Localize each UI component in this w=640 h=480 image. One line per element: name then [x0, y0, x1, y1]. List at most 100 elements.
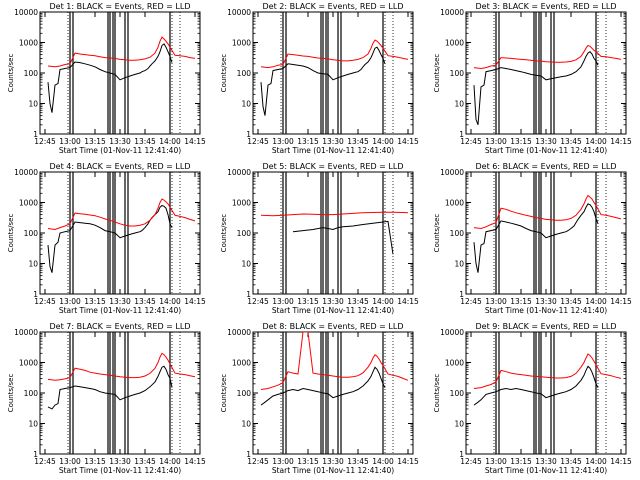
- x-tick-label: 13:30: [109, 297, 131, 306]
- detector-panel-1: Det 1: BLACK = Events, RED = LLD 1 10 100 10…: [7, 2, 206, 155]
- panel-title: Det 2: BLACK = Events, RED = LLD: [263, 2, 404, 11]
- plot-frame: [252, 171, 414, 295]
- panel-title: Det 3: BLACK = Events, RED = LLD: [476, 2, 617, 11]
- panel-title: Det 9: BLACK = Events, RED = LLD: [476, 322, 617, 331]
- y-tick-label: 10: [241, 260, 251, 269]
- y-tick-label: 100: [450, 229, 465, 238]
- y-tick-label: 1000: [232, 199, 251, 208]
- y-axis-label: Counts/sec: [7, 54, 15, 93]
- y-tick-label: 10000: [440, 8, 464, 17]
- x-tick-label: 13:30: [109, 457, 131, 466]
- x-tick-label: 14:00: [159, 457, 181, 466]
- y-axis-label: Counts/sec: [220, 54, 228, 93]
- detector-panel-3: Det 3: BLACK = Events, RED = LLD 1 10 100 10…: [433, 2, 632, 155]
- y-tick-label: 1: [459, 290, 464, 299]
- y-tick-label: 10: [28, 260, 38, 269]
- y-tick-label: 1000: [445, 199, 464, 208]
- x-axis-label: Start Time (01-Nov-11 12:41:40): [272, 146, 394, 155]
- y-tick-label: 1000: [19, 359, 38, 368]
- x-tick-label: 13:00: [485, 137, 507, 146]
- x-tick-label: 13:00: [59, 297, 81, 306]
- x-tick-label: 13:15: [510, 297, 532, 306]
- x-tick-label: 13:00: [272, 457, 294, 466]
- x-tick-label: 14:15: [184, 457, 206, 466]
- plot-frame: [465, 171, 627, 295]
- x-tick-label: 13:15: [510, 137, 532, 146]
- data-area: [473, 12, 622, 134]
- x-tick-label: 14:00: [585, 457, 607, 466]
- y-tick-label: 10: [28, 100, 38, 109]
- x-tick-label: 13:30: [535, 137, 557, 146]
- panel-title: Det 5: BLACK = Events, RED = LLD: [263, 162, 404, 171]
- y-tick-label: 10000: [440, 168, 464, 177]
- detector-panel-2: Det 2: BLACK = Events, RED = LLD 1 10 100 10…: [220, 2, 419, 155]
- events-series-line: [47, 204, 173, 273]
- y-tick-label: 100: [24, 69, 39, 78]
- events-series-line: [473, 51, 599, 125]
- detector-panel-6: Det 6: BLACK = Events, RED = LLD 1 10 100 10…: [433, 162, 632, 315]
- x-tick-label: 14:15: [397, 137, 419, 146]
- lld-series-line: [260, 332, 409, 390]
- data-area: [47, 332, 196, 454]
- x-tick-label: 13:15: [84, 297, 106, 306]
- y-axis-label: Counts/sec: [220, 214, 228, 253]
- y-tick-label: 1: [33, 290, 38, 299]
- x-axis-label: Start Time (01-Nov-11 12:41:40): [485, 466, 607, 475]
- y-tick-label: 10: [454, 260, 464, 269]
- x-tick-label: 13:15: [297, 297, 319, 306]
- x-tick-label: 12:45: [460, 457, 482, 466]
- x-axis-label: Start Time (01-Nov-11 12:41:40): [59, 466, 181, 475]
- x-tick-label: 13:45: [560, 457, 582, 466]
- y-tick-label: 10: [241, 420, 251, 429]
- lld-series-line: [260, 39, 409, 69]
- y-axis-label: Counts/sec: [220, 374, 228, 413]
- x-axis-label: Start Time (01-Nov-11 12:41:40): [59, 306, 181, 315]
- x-tick-label: 13:00: [59, 457, 81, 466]
- y-tick-label: 10000: [227, 168, 251, 177]
- data-area: [260, 12, 409, 134]
- y-tick-label: 1: [459, 450, 464, 459]
- y-tick-label: 1000: [19, 199, 38, 208]
- y-axis-label: Counts/sec: [7, 374, 15, 413]
- y-axis-label: Counts/sec: [433, 374, 441, 413]
- panel-title: Det 6: BLACK = Events, RED = LLD: [476, 162, 617, 171]
- events-series-line: [473, 365, 599, 406]
- lld-series-line: [473, 44, 622, 70]
- x-tick-label: 14:15: [610, 137, 632, 146]
- x-tick-label: 14:00: [585, 297, 607, 306]
- y-tick-label: 10: [28, 420, 38, 429]
- data-area: [260, 172, 409, 294]
- x-tick-label: 14:15: [184, 297, 206, 306]
- y-tick-label: 10000: [227, 8, 251, 17]
- y-tick-label: 1: [459, 130, 464, 139]
- plot-frame: [39, 331, 201, 455]
- y-tick-label: 100: [450, 389, 465, 398]
- y-tick-label: 100: [24, 389, 39, 398]
- y-tick-label: 1: [246, 130, 251, 139]
- x-tick-label: 13:45: [347, 297, 369, 306]
- detector-panel-5: Det 5: BLACK = Events, RED = LLD 1 10 100 10…: [220, 162, 419, 315]
- x-tick-label: 13:15: [510, 457, 532, 466]
- x-axis-label: Start Time (01-Nov-11 12:41:40): [59, 146, 181, 155]
- x-tick-label: 14:00: [159, 297, 181, 306]
- x-tick-label: 14:15: [610, 457, 632, 466]
- panel-title: Det 8: BLACK = Events, RED = LLD: [263, 322, 404, 331]
- y-tick-label: 100: [237, 229, 252, 238]
- x-tick-label: 13:15: [297, 137, 319, 146]
- events-series-line: [47, 365, 173, 410]
- x-tick-label: 13:45: [347, 137, 369, 146]
- x-tick-label: 13:30: [535, 457, 557, 466]
- x-tick-label: 13:00: [485, 457, 507, 466]
- data-area: [260, 332, 409, 454]
- x-tick-label: 12:45: [34, 137, 56, 146]
- y-tick-label: 100: [237, 69, 252, 78]
- x-tick-label: 12:45: [460, 297, 482, 306]
- y-tick-label: 1000: [232, 359, 251, 368]
- y-tick-label: 1000: [445, 359, 464, 368]
- y-tick-label: 1000: [19, 39, 38, 48]
- y-tick-label: 100: [24, 229, 39, 238]
- y-tick-label: 10000: [14, 8, 38, 17]
- x-tick-label: 12:45: [247, 457, 269, 466]
- x-tick-label: 13:30: [322, 457, 344, 466]
- events-series-line: [260, 46, 386, 116]
